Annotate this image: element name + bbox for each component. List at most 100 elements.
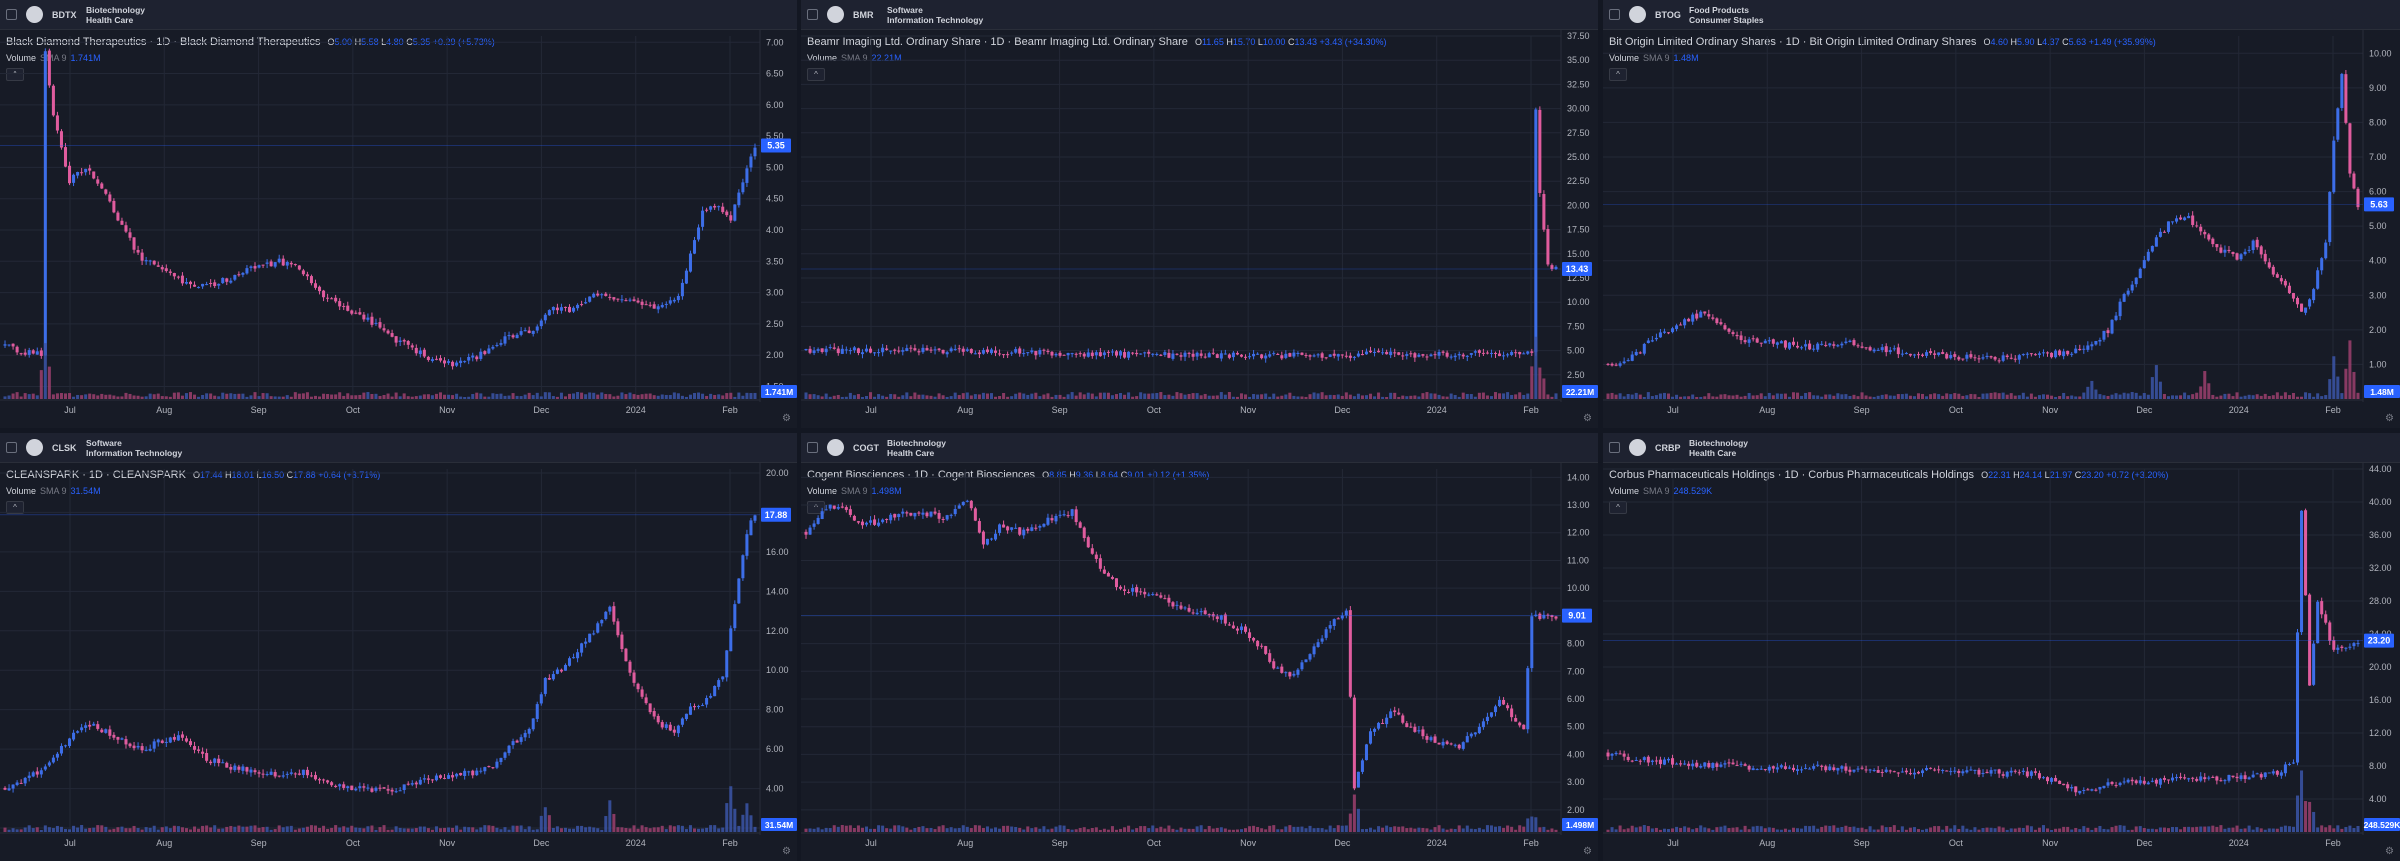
chart-panel-cogt[interactable]: COGT Biotechnology Health Care Cogent Bi… — [801, 433, 1598, 861]
volume-bar — [386, 829, 390, 832]
candlestick-chart[interactable]: 10.009.008.007.006.005.004.003.002.001.0… — [1603, 30, 2400, 428]
candle — [2324, 239, 2328, 260]
sma-label: SMA 9 — [841, 53, 868, 63]
chart-panel-clsk[interactable]: CLSK Software Information Technology CLE… — [0, 433, 797, 861]
volume-bar — [257, 396, 261, 399]
y-tick-label: 2.50 — [766, 319, 784, 329]
candle — [1320, 635, 1324, 645]
chart-panel-crbp[interactable]: CRBP Biotechnology Health Care Corbus Ph… — [1603, 433, 2400, 861]
volume-bar — [531, 829, 535, 832]
volume-legend[interactable]: Volume SMA 9 31.54M — [6, 486, 101, 496]
collapse-legend-button[interactable]: ^ — [6, 68, 24, 81]
candle — [305, 766, 309, 779]
candle — [1856, 766, 1860, 773]
candle — [563, 663, 567, 671]
ticker-symbol[interactable]: BMR — [853, 10, 874, 20]
x-tick-label: Aug — [1759, 405, 1775, 415]
volume-bar — [925, 828, 929, 832]
candle — [1377, 721, 1381, 731]
candle — [1538, 106, 1542, 197]
chart-panel-bmr[interactable]: BMR Software Information Technology Beam… — [801, 0, 1598, 428]
candle — [1779, 763, 1783, 769]
volume-tag-label: 1.741M — [765, 387, 793, 397]
candle — [580, 300, 584, 307]
volume-bar — [1707, 393, 1711, 399]
volume-bar — [1421, 393, 1425, 399]
chart-panel-btog[interactable]: BTOG Food Products Consumer Staples Bit … — [1603, 0, 2400, 428]
chart-panel-bdtx[interactable]: BDTX Biotechnology Health Care Black Dia… — [0, 0, 797, 428]
volume-bar — [2033, 396, 2037, 399]
settings-gear-icon[interactable]: ⚙ — [1583, 413, 1592, 424]
volume-legend[interactable]: Volume SMA 9 1.48M — [1609, 53, 1699, 63]
candle — [1167, 594, 1171, 607]
chart-title-row: Cogent Biosciences · 1D · Cogent Bioscie… — [807, 469, 1209, 481]
y-tick-label: 5.00 — [1567, 346, 1585, 356]
collapse-legend-button[interactable]: ^ — [6, 501, 24, 514]
volume-bar — [1348, 813, 1352, 832]
volume-legend[interactable]: Volume SMA 9 248.529K — [1609, 486, 1712, 496]
y-tick-label: 4.00 — [766, 784, 784, 794]
candle — [136, 245, 140, 255]
settings-gear-icon[interactable]: ⚙ — [1583, 846, 1592, 857]
candlestick-chart[interactable]: 44.0040.0036.0032.0028.0024.0020.0016.00… — [1603, 463, 2400, 861]
volume-bar — [108, 829, 112, 832]
candle — [301, 268, 305, 277]
volume-bar — [1816, 395, 1820, 399]
ticker-symbol[interactable]: CRBP — [1655, 443, 1681, 453]
candle — [1445, 740, 1449, 746]
collapse-legend-button[interactable]: ^ — [1609, 68, 1627, 81]
y-tick-label: 2.00 — [766, 350, 784, 360]
volume-legend[interactable]: Volume SMA 9 1.498M — [807, 486, 902, 496]
volume-bar — [1018, 392, 1022, 399]
settings-gear-icon[interactable]: ⚙ — [782, 413, 791, 424]
volume-legend[interactable]: Volume SMA 9 1.741M — [6, 53, 101, 63]
volume-bar — [1046, 393, 1050, 399]
volume-bar — [1050, 828, 1054, 832]
settings-gear-icon[interactable]: ⚙ — [782, 846, 791, 857]
candle — [2179, 772, 2183, 780]
ticker-symbol[interactable]: CLSK — [52, 443, 77, 453]
candle — [1767, 337, 1771, 344]
collapse-legend-button[interactable]: ^ — [807, 68, 825, 81]
select-checkbox[interactable] — [6, 9, 17, 20]
candle — [2150, 777, 2154, 783]
volume-bar — [2195, 826, 2199, 832]
candle — [27, 347, 31, 358]
volume-bar — [2324, 395, 2328, 399]
volume-bar — [808, 828, 812, 832]
candle — [1304, 659, 1308, 663]
candle — [1409, 350, 1413, 358]
settings-gear-icon[interactable]: ⚙ — [2385, 846, 2394, 857]
select-checkbox[interactable] — [1609, 442, 1620, 453]
candle — [1546, 224, 1550, 267]
select-checkbox[interactable] — [6, 442, 17, 453]
volume-bar — [1506, 825, 1510, 832]
volume-bar — [1654, 395, 1658, 399]
candle — [1884, 343, 1888, 357]
candle — [386, 329, 390, 335]
candlestick-chart[interactable]: 7.006.506.005.505.004.504.003.503.002.50… — [0, 30, 797, 428]
candlestick-chart[interactable]: 14.0013.0012.0011.0010.009.008.007.006.0… — [801, 463, 1598, 861]
select-checkbox[interactable] — [1609, 9, 1620, 20]
candle — [981, 530, 985, 549]
volume-bar — [961, 393, 965, 399]
volume-bar — [688, 394, 692, 399]
volume-bar — [941, 825, 945, 832]
diamond-logo-icon — [26, 6, 43, 23]
candlestick-chart[interactable]: 37.5035.0032.5030.0027.5025.0022.5020.00… — [801, 30, 1598, 428]
volume-legend[interactable]: Volume SMA 9 22.21M — [807, 53, 902, 63]
settings-gear-icon[interactable]: ⚙ — [2385, 413, 2394, 424]
volume-bar — [994, 827, 998, 832]
ticker-symbol[interactable]: COGT — [853, 443, 879, 453]
candlestick-chart[interactable]: 20.0018.0016.0014.0012.0010.008.006.004.… — [0, 463, 797, 861]
volume-bar — [1179, 393, 1183, 399]
select-checkbox[interactable] — [807, 9, 818, 20]
ticker-symbol[interactable]: BTOG — [1655, 10, 1681, 20]
select-checkbox[interactable] — [807, 442, 818, 453]
ticker-symbol[interactable]: BDTX — [52, 10, 77, 20]
collapse-legend-button[interactable]: ^ — [807, 501, 825, 514]
volume-bar — [749, 393, 753, 399]
volume-bar — [1280, 395, 1284, 399]
volume-bar — [608, 394, 612, 399]
volume-bar — [2050, 395, 2054, 399]
